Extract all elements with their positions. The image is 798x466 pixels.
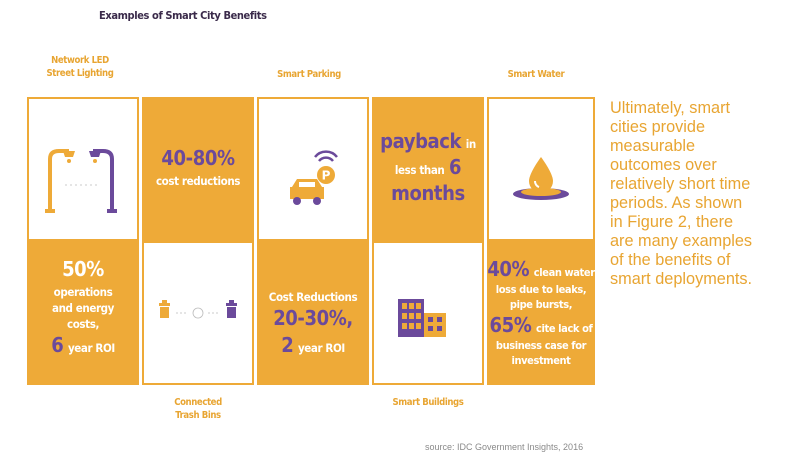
body-line: periods. As shown <box>610 194 743 212</box>
body-line: are many examples <box>610 232 753 250</box>
stat-range: 40-80% <box>161 146 235 170</box>
payback-number: 6 <box>449 155 462 179</box>
trash-bins-icon <box>159 300 237 319</box>
source-caption: source: IDC Government Insights, 2016 <box>425 442 584 452</box>
stat-text: cost reductions <box>155 174 241 188</box>
parking-p-icon: P <box>322 169 331 183</box>
body-line: relatively short time <box>610 175 751 193</box>
label-line: Network LED <box>51 55 109 66</box>
roi-number: 6 <box>51 333 64 357</box>
figure-title: Examples of Smart City Benefits <box>99 9 267 22</box>
stat-line: and energy <box>51 301 114 315</box>
smart-parking-icon: P <box>290 150 338 205</box>
label-line: Trash Bins <box>175 410 221 421</box>
label-line: Connected <box>174 397 222 408</box>
roi-number: 2 <box>281 333 294 357</box>
label-street-lighting: Network LED Street Lighting <box>27 54 133 80</box>
payback-word: payback <box>380 129 462 153</box>
water-line: pipe bursts, <box>509 298 573 311</box>
roi-text: year ROI <box>297 341 345 355</box>
payback-unit: months <box>391 181 465 205</box>
water-line: 40% clean water <box>487 257 595 281</box>
body-line: Ultimately, smart <box>610 99 731 117</box>
tile-parking-icon: P <box>257 97 369 241</box>
water-drop-icon <box>513 157 569 200</box>
tile-buildings-stat: payback in less than 6 months <box>372 97 484 241</box>
stat-roi: 2 year ROI <box>257 333 369 357</box>
roi-text: year ROI <box>67 341 115 355</box>
water-line: business case for <box>495 339 587 352</box>
body-line: in Figure 2, there <box>610 213 734 231</box>
stat-line: Cost Reductions <box>268 290 358 304</box>
tile-trash-icon <box>142 241 254 385</box>
buildings-icon <box>398 299 446 337</box>
stat-percent: 50% <box>62 257 104 281</box>
payback-line: payback in <box>372 129 484 153</box>
label-smart-buildings: Smart Buildings <box>392 397 464 408</box>
payback-less: less than <box>394 163 445 177</box>
body-line: measurable <box>610 137 696 155</box>
label-smart-parking: Smart Parking <box>277 69 341 80</box>
label-smart-water: Smart Water <box>507 69 565 80</box>
body-line: smart deployments. <box>610 270 753 288</box>
stat-line: operations <box>53 285 113 299</box>
tile-parking-stat: Cost Reductions 20-30%, 2 year ROI <box>257 241 369 385</box>
water-text: cite lack of <box>536 322 593 335</box>
water-line: loss due to leaks, <box>495 283 587 296</box>
tile-trash-stat: 40-80% cost reductions <box>142 97 254 241</box>
stat-range: 20-30%, <box>273 306 353 330</box>
body-line: of the benefits of <box>610 251 731 269</box>
body-line: cities provide <box>610 118 706 136</box>
stat-line: costs, <box>66 317 100 331</box>
payback-line: less than 6 <box>372 155 484 179</box>
water-pct: 65% <box>489 313 532 337</box>
tile-street-lighting-icon <box>27 97 139 241</box>
water-pct: 40% <box>487 257 530 281</box>
label-trash-bins: Connected Trash Bins <box>142 396 254 422</box>
tile-water-icon <box>487 97 595 241</box>
body-line: outcomes over <box>610 156 717 174</box>
label-line: Street Lighting <box>46 68 114 79</box>
street-light-icon <box>45 149 117 213</box>
tile-street-lighting-stat: 50% operations and energy costs, 6 year … <box>27 241 139 385</box>
body-paragraph: Ultimately, smart cities provide measura… <box>610 99 798 289</box>
water-line: 65% cite lack of <box>487 313 595 337</box>
payback-in: in <box>465 137 477 151</box>
stat-roi: 6 year ROI <box>27 333 139 357</box>
tile-buildings-icon <box>372 241 484 385</box>
water-text: clean water <box>533 266 595 279</box>
water-line: investment <box>511 354 571 367</box>
tile-water-stat: 40% clean water loss due to leaks, pipe … <box>487 241 595 385</box>
